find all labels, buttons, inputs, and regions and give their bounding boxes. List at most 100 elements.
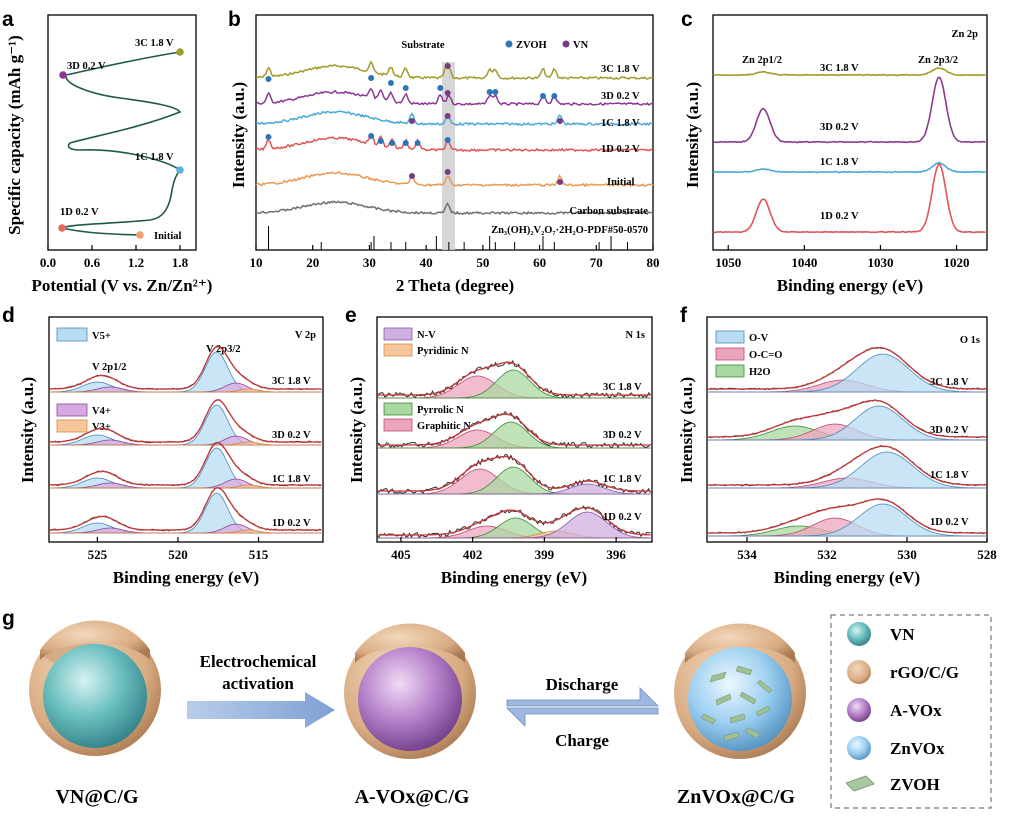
n1s-raw-3 (376, 505, 651, 539)
n1s-component-0-1 (377, 369, 651, 399)
vn-marker (444, 90, 451, 96)
e-label-1d: 1D 0.2 V (603, 512, 642, 523)
v2p-fit-2 (48, 442, 322, 486)
panel-a: a Specific capacity (mAh g⁻¹) Potential … (2, 8, 212, 295)
activation-label-2: activation (222, 674, 294, 693)
discharge-arrow (506, 687, 659, 707)
zn2p-traces (712, 67, 986, 234)
vn-marker (444, 113, 451, 119)
n1s-traces (376, 359, 652, 539)
panel-d-letter: d (2, 304, 15, 327)
marker-initial (136, 231, 144, 239)
v2p-component-1-4 (49, 441, 322, 446)
panel-b-letter: b (228, 8, 241, 31)
o1s-fit-0 (707, 346, 987, 390)
zn2p-trace-3 (712, 163, 986, 234)
marker-1d (58, 224, 66, 232)
zvoh-marker (265, 134, 272, 140)
v2p-component-2-4 (49, 484, 322, 489)
panel-c-x-tick-label: 1050 (715, 255, 741, 270)
charge-discharge-curve (59, 51, 182, 236)
zvoh-marker (402, 85, 409, 91)
panel-d-x-tick-label: 515 (249, 547, 269, 562)
n1s-fit-0 (377, 361, 651, 396)
activation-arrow (187, 692, 335, 728)
panel-b-x-tick-label: 70 (590, 255, 603, 270)
v2p-fit-3 (48, 487, 322, 531)
panel-b-x-tick-label: 80 (647, 255, 660, 270)
xrd-trace-3 (255, 134, 654, 153)
label-initial: Initial (154, 231, 182, 242)
zvoh-marker (265, 76, 272, 82)
v2p-component-3-4 (49, 529, 322, 534)
xrd-trace-2 (256, 110, 654, 127)
substrate-label: Substrate (401, 40, 445, 51)
panel-f-x-tick-label: 532 (817, 547, 837, 562)
panel-b-x-tick-label: 10 (250, 255, 263, 270)
legend-pyrrolic-swatch (383, 402, 413, 416)
zvoh-marker (539, 93, 546, 99)
marker-3d (59, 71, 67, 79)
panel-b-x-tick-label: 20 (306, 255, 319, 270)
legend-znvox-ball (847, 736, 871, 760)
legend-ocoo: O-C=O (749, 350, 782, 361)
panel-a-x-tick-label: 1.2 (128, 255, 144, 270)
legend-pyridinic-swatch (383, 343, 413, 357)
o1s-fit-3 (707, 498, 987, 534)
n1s-component-3-3 (376, 511, 651, 539)
b-label-1c: 1C 1.8 V (601, 118, 640, 129)
panel-c-x-tick-label: 1020 (944, 255, 970, 270)
vn-marker (444, 63, 451, 69)
n1s-fit-1 (377, 413, 651, 446)
panel-c-letter: c (681, 8, 693, 31)
n1s-fit-2 (377, 455, 651, 492)
sphere-avox (344, 623, 476, 759)
panel-f-letter: f (680, 304, 688, 327)
panel-e-letter: e (345, 304, 357, 327)
v2p12-label: V 2p1/2 (92, 362, 127, 373)
panel-c-x-tick-label: 1040 (791, 255, 817, 270)
c-label-3d: 3D 0.2 V (820, 122, 859, 133)
xrd-trace-5 (256, 200, 654, 216)
panel-g-letter: g (2, 607, 15, 630)
c-label-3c: 3C 1.8 V (820, 63, 859, 74)
panel-e-ticks: 405 402 399 396 (391, 537, 626, 562)
panel-b-x-tick-label: 40 (420, 255, 433, 270)
zvoh-marker (368, 75, 375, 81)
zvoh-marker (437, 85, 444, 91)
panel-g: g (2, 607, 992, 809)
e-label-3d: 3D 0.2 V (603, 430, 642, 441)
panel-f-x-tick-label: 534 (737, 547, 757, 562)
zvoh-marker (414, 140, 421, 146)
legend-zvoh-dot (505, 40, 513, 48)
legend-ov-swatch (715, 330, 745, 344)
v2p-traces (48, 346, 322, 534)
panel-e-ylabel: Intensity (a.u.) (347, 377, 366, 483)
panel-b-x-tick-label: 60 (533, 255, 546, 270)
e-label-3c: 3C 1.8 V (603, 382, 642, 393)
legend-box (830, 614, 992, 809)
charge-arrow (506, 707, 659, 727)
o1s-traces (706, 346, 988, 537)
legend-avox-text: A-VOx (890, 701, 942, 720)
panel-f: f Intensity (a.u.) Binding energy (eV) O… (677, 304, 997, 587)
d-label-1d: 1D 0.2 V (272, 518, 311, 529)
legend-rgo-ball (847, 660, 871, 684)
legend-h2o-swatch (715, 364, 745, 378)
d-label-1c: 1C 1.8 V (272, 474, 311, 485)
label-3d: 3D 0.2 V (67, 61, 106, 72)
c-label-1d: 1D 0.2 V (820, 211, 859, 222)
zvoh-marker (377, 138, 384, 144)
legend-ov: O-V (749, 333, 769, 344)
panel-d-ticks: 525 520 515 (88, 537, 269, 562)
v2p-fit-1 (48, 399, 322, 443)
f-label-3c: 3C 1.8 V (930, 377, 969, 388)
vn-marker (408, 173, 415, 179)
xrd-trace-4 (255, 171, 654, 188)
v2p32-label: V 2p3/2 (206, 344, 241, 355)
legend-v4: V4+ (92, 406, 111, 417)
o1s-component-0-1 (707, 353, 987, 393)
zvoh-flakes (700, 665, 773, 742)
marker-1c (176, 166, 184, 174)
xrd-trace-1 (255, 87, 654, 107)
